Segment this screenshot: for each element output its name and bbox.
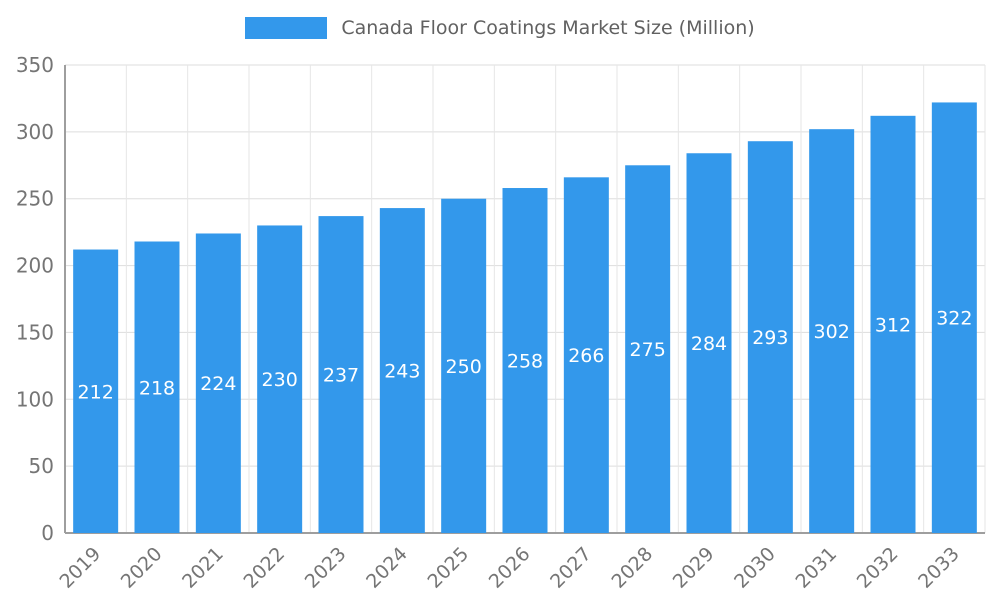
y-tick-label: 200 bbox=[16, 254, 54, 278]
x-tick-label: 2033 bbox=[914, 543, 964, 593]
x-tick-label: 2032 bbox=[853, 543, 903, 593]
bar-value-label: 275 bbox=[630, 339, 666, 361]
bar bbox=[502, 188, 548, 533]
bar bbox=[441, 198, 487, 533]
bar bbox=[686, 153, 732, 533]
bar-value-label: 302 bbox=[814, 321, 850, 343]
x-tick-label: 2021 bbox=[178, 543, 228, 593]
bar bbox=[379, 208, 425, 533]
bar bbox=[257, 225, 303, 533]
y-tick-label: 50 bbox=[29, 454, 54, 478]
bar bbox=[195, 233, 241, 534]
bar bbox=[625, 165, 671, 534]
bar bbox=[931, 102, 977, 533]
bar-value-label: 243 bbox=[384, 361, 420, 383]
bar-value-label: 250 bbox=[446, 356, 482, 378]
bar-value-label: 293 bbox=[752, 327, 788, 349]
x-tick-label: 2024 bbox=[362, 543, 412, 593]
bar bbox=[747, 141, 793, 533]
y-tick-label: 350 bbox=[16, 53, 54, 77]
x-tick-label: 2023 bbox=[301, 543, 351, 593]
y-tick-label: 0 bbox=[41, 521, 54, 545]
bar bbox=[73, 249, 119, 534]
x-tick-label: 2027 bbox=[546, 543, 596, 593]
x-tick-label: 2026 bbox=[485, 543, 535, 593]
bar bbox=[809, 129, 855, 533]
bar bbox=[870, 115, 916, 533]
x-tick-label: 2031 bbox=[791, 543, 841, 593]
bar-value-label: 322 bbox=[936, 308, 972, 330]
x-tick-label: 2028 bbox=[607, 543, 657, 593]
bar bbox=[318, 216, 364, 533]
x-tick-label: 2020 bbox=[117, 543, 167, 593]
y-tick-label: 100 bbox=[16, 387, 54, 411]
bar-value-label: 266 bbox=[568, 345, 604, 367]
bar bbox=[134, 241, 180, 533]
bar-value-label: 230 bbox=[262, 369, 298, 391]
x-tick-label: 2022 bbox=[239, 543, 289, 593]
bar-value-label: 224 bbox=[200, 373, 236, 395]
bar-value-label: 312 bbox=[875, 314, 911, 336]
y-tick-label: 150 bbox=[16, 320, 54, 344]
bar-value-label: 284 bbox=[691, 333, 727, 355]
y-tick-label: 300 bbox=[16, 120, 54, 144]
bar-value-label: 237 bbox=[323, 365, 359, 387]
bar bbox=[563, 177, 609, 533]
x-tick-label: 2019 bbox=[55, 543, 105, 593]
x-tick-label: 2029 bbox=[669, 543, 719, 593]
y-tick-label: 250 bbox=[16, 187, 54, 211]
bar-value-label: 258 bbox=[507, 351, 543, 373]
x-tick-label: 2025 bbox=[423, 543, 473, 593]
x-tick-label: 2030 bbox=[730, 543, 780, 593]
bar-value-label: 212 bbox=[78, 381, 114, 403]
bar-value-label: 218 bbox=[139, 377, 175, 399]
